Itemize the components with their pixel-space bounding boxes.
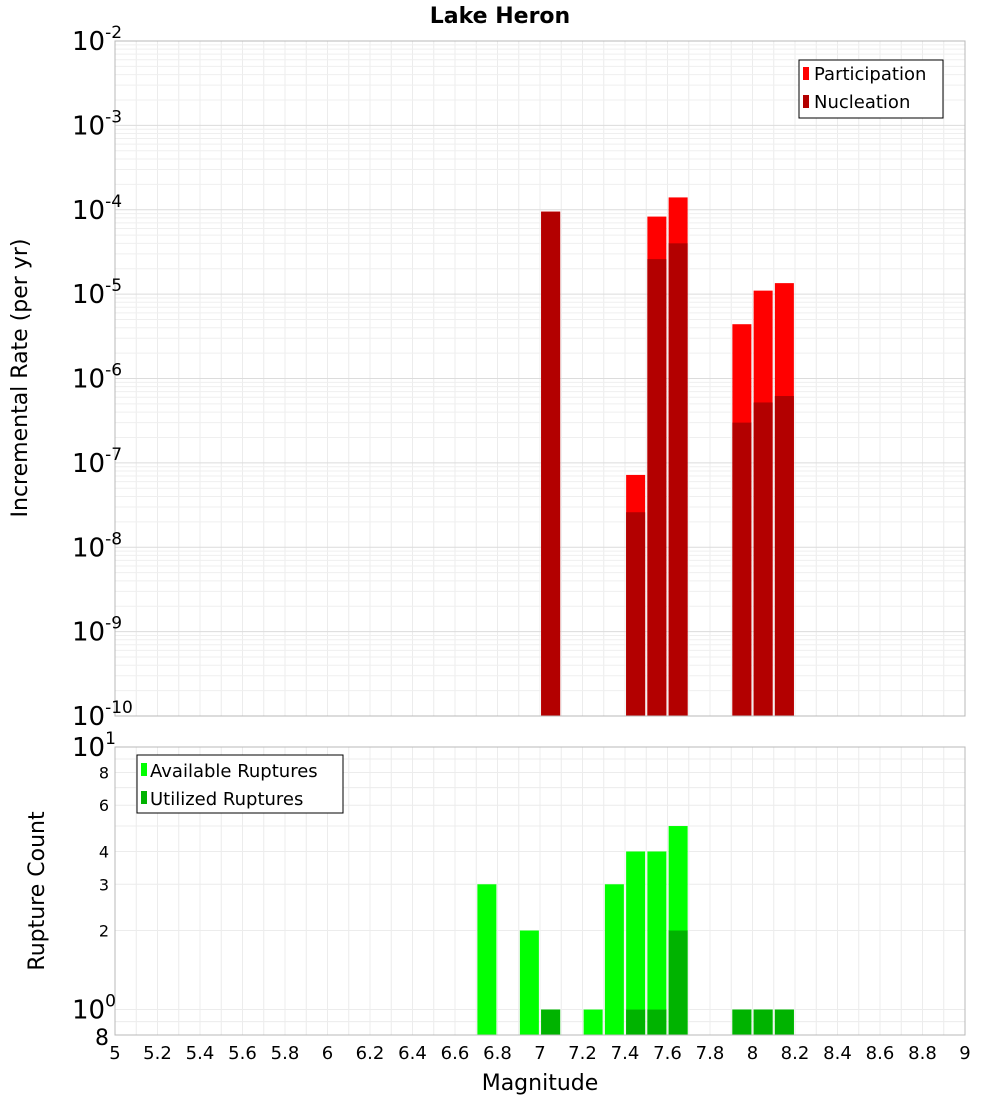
x-tick-label: 7.6 [653,1043,682,1064]
y-tick-label: 10-10 [72,698,133,732]
count-bar-utilized-ruptures [732,1009,752,1035]
y-tick-label: 101 [72,729,116,763]
x-tick-label: 5.8 [271,1043,300,1064]
bottom-legend-box [136,754,344,814]
x-tick-label: 8.2 [781,1043,810,1064]
chart-title: Lake Heron [430,4,570,29]
x-tick-label: 6.2 [356,1043,385,1064]
count-bar-utilized-ruptures [626,1009,646,1035]
y-tick-label: 100 [72,992,116,1026]
x-tick-label: 7.4 [611,1043,640,1064]
y-tick-label: 10-4 [72,192,122,226]
top-plot-area [114,40,966,717]
y-tick-label: 10-8 [72,529,122,563]
top-y-axis-label: Incremental Rate (per yr) [8,239,33,518]
count-bar-available-ruptures [647,851,667,1035]
y-tick-label: 10-3 [72,107,122,141]
x-tick-label: 7 [534,1043,545,1064]
legend-label-utilized: Utilized Ruptures [150,789,303,810]
y-tick-label: 8 [95,1026,109,1051]
y-tick-label: 4 [99,842,109,861]
top-bars [541,197,794,717]
y-tick-label: 8 [99,763,109,782]
count-bar-utilized-ruptures [668,930,688,1035]
rate-bar-nucleation [541,211,561,716]
count-bar-utilized-ruptures [774,1009,794,1035]
y-tick-label: 10-2 [72,23,122,57]
count-bar-available-ruptures [604,884,624,1035]
legend-label-participation: Participation [814,64,926,85]
x-tick-label: 6.8 [483,1043,512,1064]
rate-bar-nucleation [753,402,773,716]
x-tick-label: 8.8 [908,1043,937,1064]
x-tick-label: 9 [959,1043,970,1064]
x-tick-label: 5 [109,1043,120,1064]
y-tick-label: 10-7 [72,445,122,479]
legend-swatch-available [141,763,147,776]
legend-swatch-nucleation [803,95,809,108]
rate-bar-nucleation [774,396,794,716]
x-tick-label: 7.2 [568,1043,597,1064]
legend-label-available: Available Ruptures [150,761,318,782]
top-legend: Participation Nucleation [798,59,944,119]
rate-bar-nucleation [732,422,752,716]
top-y-ticks: 10-10 10-9 10-8 10-7 10-6 10-5 10-4 10-3 10-2 [72,23,133,732]
count-bar-available-ruptures [519,930,539,1035]
x-tick-label: 6.4 [398,1043,427,1064]
bottom-bars [477,826,794,1035]
x-tick-label: 5.2 [143,1043,172,1064]
count-bar-available-ruptures [583,1009,603,1035]
y-tick-label: 10-6 [72,361,122,395]
y-tick-label: 3 [99,875,109,894]
rate-bar-nucleation [626,512,646,716]
y-tick-label: 10-5 [72,276,122,310]
bottom-y-axis-label: Rupture Count [25,811,50,971]
x-axis-label: Magnitude [482,1071,599,1096]
bottom-legend: Available Ruptures Utilized Ruptures [136,754,344,814]
bottom-plot-area [114,746,966,1036]
x-tick-label: 8.4 [823,1043,852,1064]
x-tick-label: 5.4 [186,1043,215,1064]
y-tick-label: 6 [99,796,109,815]
rate-bar-nucleation [647,259,667,716]
count-bar-utilized-ruptures [647,1009,667,1035]
y-tick-label: 2 [99,922,109,941]
x-tick-label: 5.6 [228,1043,257,1064]
rate-bar-nucleation [668,243,688,717]
legend-label-nucleation: Nucleation [814,92,910,113]
x-tick-label: 6 [322,1043,333,1064]
x-tick-label: 7.8 [696,1043,725,1064]
count-bar-utilized-ruptures [541,1009,561,1035]
count-bar-available-ruptures [477,884,497,1035]
x-tick-label: 8.6 [866,1043,895,1064]
legend-swatch-utilized [141,791,147,804]
y-tick-label: 10-9 [72,614,122,648]
legend-swatch-participation [803,67,809,80]
count-bar-utilized-ruptures [753,1009,773,1035]
top-legend-box [798,59,944,119]
count-bar-available-ruptures [626,851,646,1035]
incremental-rate-panel: 10-10 10-9 10-8 10-7 10-6 10-5 10-4 10-3 10-2 In… [8,23,966,732]
x-tick-label: 6.6 [441,1043,470,1064]
x-ticks: 5 5.2 5.4 5.6 5.8 6 6.2 6.4 6.6 6.8 7 7.2 7.4 7.6 7.8 8… [109,1043,970,1064]
top-grid [114,41,966,717]
x-tick-label: 8 [747,1043,758,1064]
